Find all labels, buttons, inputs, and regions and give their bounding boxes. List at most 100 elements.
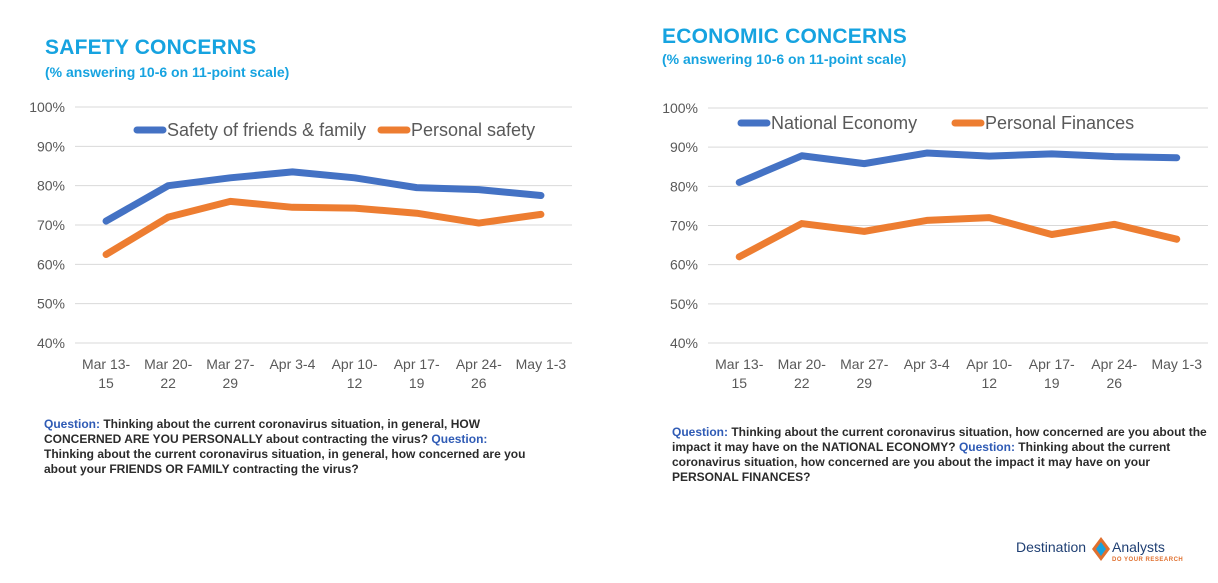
x-tick-label: 26 — [471, 375, 487, 391]
x-tick-label: 12 — [347, 375, 363, 391]
chart-subtitle-economic: (% answering 10-6 on 11-point scale) — [662, 51, 907, 67]
brand-logo: Destination Analysts DO YOUR RESEARCH — [1016, 537, 1206, 567]
data-point — [799, 221, 804, 226]
question-label: Question: — [44, 417, 100, 431]
x-tick-label: 15 — [731, 375, 747, 391]
data-point — [924, 151, 929, 156]
chart-subtitle-safety: (% answering 10-6 on 11-point scale) — [45, 64, 290, 80]
data-point — [290, 205, 295, 210]
question-text-safety: Question: Thinking about the current cor… — [44, 417, 534, 477]
series-line-0 — [102, 168, 545, 225]
y-tick-label: 90% — [670, 139, 698, 155]
x-tick-label: Mar 27- — [840, 356, 889, 372]
safety-concerns-chart: 40% 50% 60% 70% 80% 90% 100% Mar 13- 15 Mar 20- 22… — [29, 99, 572, 391]
data-point — [352, 206, 357, 211]
data-point — [987, 215, 992, 220]
data-point — [476, 187, 481, 192]
x-tick-label: Mar 20- — [778, 356, 827, 372]
x-tick-label: 22 — [794, 375, 810, 391]
y-tick-label: 50% — [670, 296, 698, 312]
data-point — [166, 183, 171, 188]
y-tick-label: 60% — [670, 257, 698, 273]
y-tick-label: 90% — [37, 138, 65, 154]
data-point — [862, 161, 867, 166]
x-tick-label: Apr 17- — [394, 356, 440, 372]
data-point — [538, 193, 543, 198]
question-body: Thinking about the current coronavirus s… — [44, 417, 481, 446]
x-tick-label: Mar 13- — [715, 356, 764, 372]
question-text-economic: Question: Thinking about the current cor… — [672, 425, 1212, 485]
series-line-0 — [735, 149, 1181, 186]
y-tick-label: 100% — [662, 100, 698, 116]
y-tick-label: 40% — [37, 335, 65, 351]
data-point — [228, 199, 233, 204]
data-point — [104, 252, 109, 257]
y-tick-label: 80% — [670, 178, 698, 194]
x-tick-label: Apr 17- — [1029, 356, 1075, 372]
data-point — [1112, 222, 1117, 227]
question-body: Thinking about the current coronavirus s… — [44, 447, 526, 476]
data-point — [352, 175, 357, 180]
chart-title-economic: ECONOMIC CONCERNS — [662, 25, 907, 48]
data-point — [862, 229, 867, 234]
question-label: Question: — [958, 440, 1015, 454]
data-point — [1049, 151, 1054, 156]
data-point — [228, 175, 233, 180]
data-point — [476, 221, 481, 226]
x-tick-label: Mar 20- — [144, 356, 193, 372]
legend-label: Personal Finances — [985, 113, 1134, 133]
data-point — [737, 180, 742, 185]
data-point — [1049, 232, 1054, 237]
x-tick-label: 19 — [409, 375, 425, 391]
y-tick-label: 50% — [37, 296, 65, 312]
series-line-1 — [735, 214, 1181, 261]
brand-tagline: DO YOUR RESEARCH — [1112, 557, 1184, 563]
economic-concerns-chart: 40% 50% 60% 70% 80% 90% 100% Mar 13- 15 Mar 20- 22… — [662, 100, 1208, 391]
question-body: Thinking about the current coronavirus s… — [672, 425, 1207, 454]
data-point — [737, 254, 742, 259]
x-tick-label: May 1-3 — [516, 356, 567, 372]
series-line-1 — [102, 197, 545, 258]
legend-label: National Economy — [771, 113, 917, 133]
x-tick-label: 15 — [98, 375, 114, 391]
diamond-logo-icon — [1092, 537, 1110, 561]
x-tick-label: May 1-3 — [1151, 356, 1202, 372]
y-tick-label: 100% — [29, 99, 65, 115]
brand-name-part1: Destination — [1016, 539, 1087, 555]
x-tick-label: 26 — [1106, 375, 1122, 391]
x-tick-label: Apr 24- — [1091, 356, 1137, 372]
data-point — [1174, 155, 1179, 160]
data-point — [987, 154, 992, 159]
legend-label: Personal safety — [411, 120, 535, 140]
question-body: Thinking about the current coronavirus s… — [672, 440, 1171, 484]
data-point — [104, 219, 109, 224]
x-tick-label: Apr 10- — [332, 356, 378, 372]
x-tick-label: 22 — [160, 375, 176, 391]
x-tick-label: 19 — [1044, 375, 1060, 391]
legend-label: Safety of friends & family — [167, 120, 366, 140]
y-tick-label: 60% — [37, 256, 65, 272]
chart-title-safety: SAFETY CONCERNS — [45, 36, 257, 59]
x-tick-label: 29 — [223, 375, 239, 391]
y-tick-label: 80% — [37, 178, 65, 194]
y-tick-label: 70% — [670, 218, 698, 234]
data-point — [538, 212, 543, 217]
question-label: Question: — [431, 432, 488, 446]
x-tick-label: Apr 3-4 — [269, 356, 315, 372]
x-tick-label: Apr 10- — [966, 356, 1012, 372]
data-point — [290, 169, 295, 174]
data-point — [1112, 154, 1117, 159]
data-point — [924, 218, 929, 223]
x-tick-label: 29 — [856, 375, 872, 391]
x-tick-label: Mar 13- — [82, 356, 131, 372]
data-point — [1174, 237, 1179, 242]
question-label: Question: — [672, 425, 728, 439]
x-tick-label: 12 — [981, 375, 997, 391]
y-tick-label: 40% — [670, 335, 698, 351]
data-point — [414, 211, 419, 216]
x-tick-label: Apr 24- — [456, 356, 502, 372]
data-point — [414, 185, 419, 190]
y-tick-label: 70% — [37, 217, 65, 233]
x-tick-label: Mar 27- — [206, 356, 255, 372]
x-tick-label: Apr 3-4 — [904, 356, 950, 372]
